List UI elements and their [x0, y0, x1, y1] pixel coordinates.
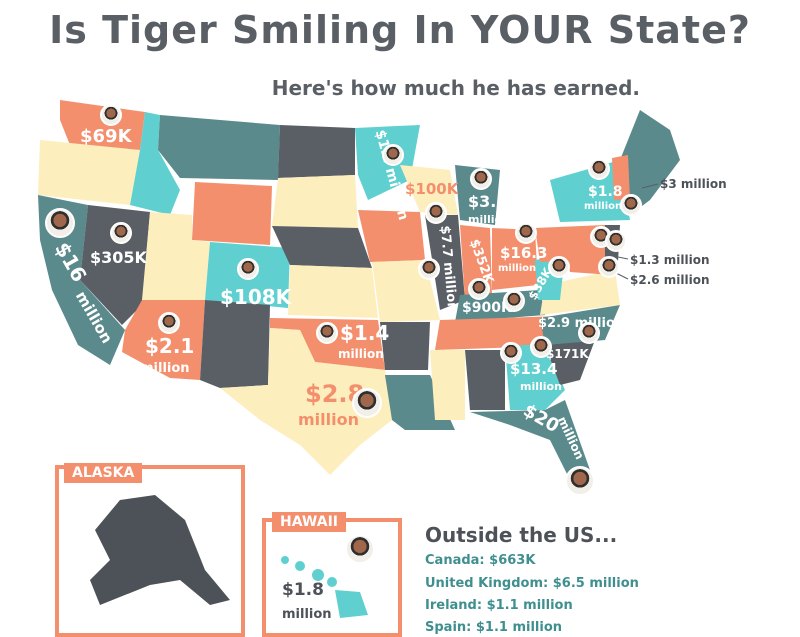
state-new-york: [550, 160, 630, 222]
label-pennsylvania: $675K: [548, 235, 602, 253]
alaska-label: ALASKA: [64, 463, 143, 483]
state-kansas: [288, 265, 378, 318]
label-ohio: $16.3: [500, 244, 548, 262]
hawaii-label: HAWAII: [272, 512, 346, 532]
tiger-face-maryland: [598, 256, 620, 278]
state-utah: [142, 212, 210, 300]
label-ohio-unit: million: [498, 263, 537, 274]
label-maryland: $2.6 million: [630, 273, 710, 287]
state-wyoming: [192, 182, 272, 245]
label-georgia-unit: million: [520, 380, 562, 393]
state-alabama: [465, 350, 505, 410]
label-wisconsin: $100K: [405, 180, 459, 198]
tiger-face-new-york: [588, 158, 610, 180]
tiger-face-illinois: [418, 258, 440, 280]
alaska-shape: [90, 495, 230, 605]
label-michigan-unit: million: [468, 213, 510, 226]
state-georgia: [505, 345, 565, 410]
hawaii-value-unit: million: [282, 607, 332, 622]
label-nevada: $305K: [90, 248, 147, 267]
tiger-face-minnesota: [382, 144, 404, 166]
state-illinois: [425, 215, 465, 310]
tiger-face-new-jersey: [605, 230, 627, 252]
page-title: Is Tiger Smiling In YOUR State?: [49, 8, 751, 52]
label-colorado: $108K: [220, 285, 292, 309]
state-wisconsin: [400, 165, 458, 215]
state-mississippi: [430, 350, 465, 420]
tiger-face-ohio: [515, 222, 537, 244]
state-south-dakota: [272, 175, 358, 228]
tiger-face-michigan: [470, 168, 492, 190]
tiger-face-georgia: [500, 342, 522, 364]
tiger-face-kentucky: [503, 290, 525, 312]
label-massachusetts: $3 million: [660, 177, 727, 191]
label-washington: $69K: [80, 126, 132, 147]
hawaii-value: $1.8: [282, 580, 324, 600]
label-georgia: $13.4: [510, 360, 558, 378]
state-idaho: [130, 112, 180, 215]
outside-us-uk: United Kingdom: $6.5 million: [425, 576, 639, 591]
tiger-face-tennessee: [578, 322, 600, 344]
tiger-face-hawaii: [345, 534, 375, 564]
state-north-dakota: [278, 125, 355, 178]
label-michigan: $3.5: [468, 192, 508, 211]
label-new-york: $1.8: [588, 184, 623, 200]
label-arizona-unit: million: [140, 361, 190, 376]
tiger-face-south-carolina: [530, 336, 552, 358]
label-oklahoma: $1.4: [340, 321, 390, 345]
state-nevada: [80, 205, 150, 325]
label-oklahoma-unit: million: [338, 347, 384, 361]
state-vermont: [612, 155, 630, 200]
tiger-face-massachusetts: [620, 194, 642, 216]
outside-us-title: Outside the US...: [425, 523, 618, 547]
state-oklahoma: [270, 318, 385, 370]
state-new-mexico: [200, 300, 270, 388]
tiger-face-florida: [565, 466, 595, 496]
state-virginia: [540, 270, 620, 315]
state-arizona: [122, 300, 205, 380]
tiger-face-west-virginia: [548, 256, 570, 278]
state-new-england: [620, 110, 680, 215]
state-south-carolina: [545, 340, 595, 385]
tiger-face-arizona: [158, 312, 180, 334]
state-montana: [158, 115, 280, 180]
outside-us-spain: Spain: $1.1 million: [425, 620, 563, 635]
state-nebraska: [272, 226, 372, 268]
label-arizona: $2.1: [145, 334, 195, 358]
label-texas-unit: million: [298, 410, 359, 429]
tiger-face-indiana: [468, 278, 490, 300]
state-florida: [470, 400, 590, 490]
tiger-face-nevada: [110, 222, 132, 244]
state-arkansas: [380, 322, 430, 370]
page-subtitle: Here's how much he has earned.: [271, 76, 640, 100]
hawaii-islands: [281, 556, 368, 618]
label-kentucky: $900K: [462, 300, 512, 316]
tiger-face-washington: [100, 104, 122, 126]
label-new-jersey: $1.3 million: [630, 253, 710, 267]
state-texas: [220, 328, 392, 475]
state-oregon: [38, 140, 140, 205]
state-washington: [60, 100, 145, 150]
tiger-face-colorado: [237, 258, 259, 280]
tiger-face-texas: [352, 388, 382, 418]
label-south-carolina: $171K: [546, 347, 589, 361]
tiger-face-wisconsin: [425, 202, 447, 224]
tiger-face-oklahoma: [316, 322, 338, 344]
label-new-york-unit: million: [584, 201, 623, 212]
outside-us-canada: Canada: $663K: [425, 553, 536, 568]
state-iowa: [358, 210, 425, 262]
outside-us-ireland: Ireland: $1.1 million: [425, 598, 573, 613]
tiger-face-california: [45, 208, 75, 238]
alaska-inset: [55, 465, 245, 637]
